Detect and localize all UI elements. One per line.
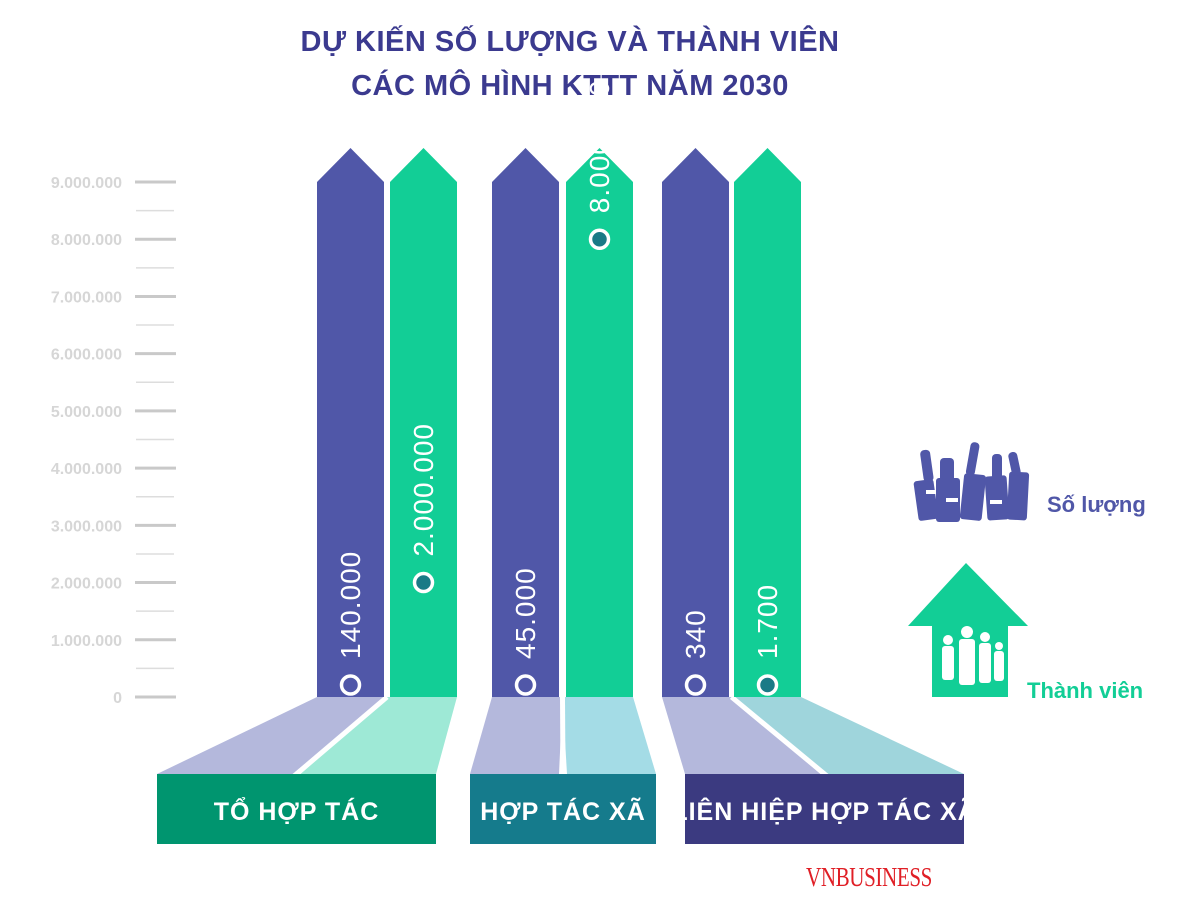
legend-label-thanh-vien: Thành viên bbox=[1027, 678, 1144, 703]
category-group: TỔ HỢP TÁC 140.000 2.000.000 bbox=[157, 148, 457, 844]
series-arrow bbox=[566, 148, 633, 697]
connector-right bbox=[731, 697, 964, 774]
connector-left bbox=[662, 697, 821, 774]
category-label: TỔ HỢP TÁC bbox=[214, 796, 380, 826]
y-axis: 0 1.000.000 2.000.000 3.000.000 4.000.000 5.0… bbox=[51, 175, 176, 707]
y-tick-label: 8.000.000 bbox=[51, 232, 122, 249]
value-marker bbox=[684, 674, 707, 696]
y-tick-label: 7.000.000 bbox=[51, 289, 122, 306]
category-box bbox=[470, 774, 656, 844]
y-tick-label: 9.000.000 bbox=[51, 175, 122, 192]
bars: TỔ HỢP TÁC 140.000 2.000.000 HỢP TÁC XÃ 45.0… bbox=[157, 80, 976, 844]
data-label: 340 bbox=[680, 609, 711, 659]
category-box bbox=[685, 774, 964, 844]
value-marker bbox=[412, 571, 435, 594]
value-marker bbox=[756, 674, 779, 696]
connector-left bbox=[157, 697, 387, 774]
y-tick-label: 5.000.000 bbox=[51, 404, 122, 421]
series-arrow bbox=[317, 148, 384, 697]
data-label: 1.700 bbox=[752, 584, 783, 659]
category-label: LIÊN HIỆP HỢP TÁC XÃ bbox=[672, 796, 976, 826]
data-label: 45.000 bbox=[510, 567, 541, 659]
vnbusiness-logo: VNBUSINESS bbox=[806, 862, 933, 892]
y-tick-label: 4.000.000 bbox=[51, 461, 122, 478]
category-group: LIÊN HIỆP HỢP TÁC XÃ 340 1.700 bbox=[662, 148, 976, 844]
category-group: HỢP TÁC XÃ 45.000 8.000.000 bbox=[470, 80, 656, 844]
y-tick-label: 3.000.000 bbox=[51, 518, 122, 535]
house-members-icon bbox=[908, 563, 1028, 697]
series-arrow bbox=[492, 148, 559, 697]
y-tick-label: 6.000.000 bbox=[51, 347, 122, 364]
connector-divider bbox=[560, 696, 566, 775]
connector-right bbox=[562, 697, 656, 774]
connector-divider bbox=[294, 695, 389, 776]
hands-icon bbox=[913, 442, 1030, 522]
y-tick-label: 1.000.000 bbox=[51, 633, 122, 650]
connector-left bbox=[470, 697, 563, 774]
connector-right bbox=[300, 697, 457, 774]
legend-label-so-luong: Số lượng bbox=[1047, 492, 1146, 517]
chart-title-line2: CÁC MÔ HÌNH KTTT NĂM 2030 bbox=[351, 70, 789, 102]
category-box bbox=[157, 774, 436, 844]
series-arrow bbox=[662, 148, 729, 697]
y-tick-label: 0 bbox=[113, 690, 122, 707]
chart-title-line1: DỰ KIẾN SỐ LƯỢNG VÀ THÀNH VIÊN bbox=[300, 26, 840, 58]
value-marker bbox=[339, 674, 362, 696]
series-arrow bbox=[734, 148, 801, 697]
data-label: 8.000.000 bbox=[584, 80, 615, 214]
data-label: 140.000 bbox=[335, 551, 366, 659]
series-arrow bbox=[390, 148, 457, 697]
connector-divider bbox=[729, 695, 827, 776]
category-label: HỢP TÁC XÃ bbox=[480, 796, 646, 826]
data-label: 2.000.000 bbox=[408, 423, 439, 557]
value-marker bbox=[514, 674, 537, 696]
value-marker bbox=[588, 228, 611, 250]
y-tick-label: 2.000.000 bbox=[51, 576, 122, 593]
